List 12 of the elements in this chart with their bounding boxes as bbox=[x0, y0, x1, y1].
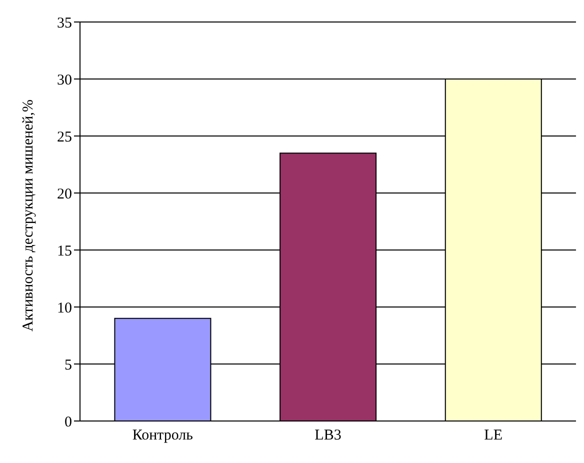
x-tick-label: LE bbox=[484, 428, 502, 444]
y-tick-label: 0 bbox=[64, 414, 72, 430]
y-tick-label: 30 bbox=[57, 72, 72, 88]
x-tick-label: LB3 bbox=[314, 428, 342, 444]
y-tick-label: 25 bbox=[57, 129, 72, 146]
y-axis-title: Активность деструкции мишеней,% bbox=[20, 100, 36, 332]
y-tick-label: 20 bbox=[57, 186, 72, 202]
y-tick-label: 15 bbox=[57, 243, 72, 260]
y-tick-label: 35 bbox=[57, 15, 72, 32]
x-tick-label: Контроль bbox=[132, 428, 194, 444]
y-tick-label: 5 bbox=[64, 357, 72, 374]
y-tick-label: 10 bbox=[57, 300, 72, 316]
